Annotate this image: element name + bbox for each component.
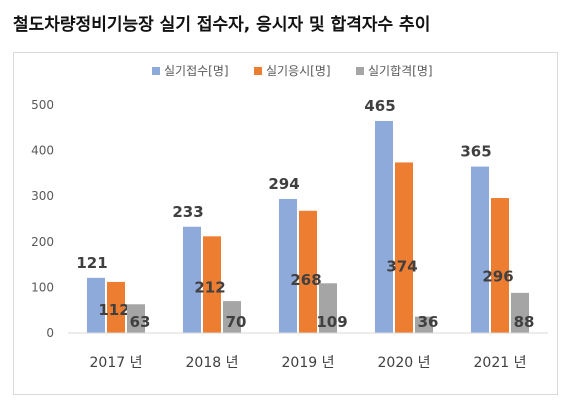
bar bbox=[203, 236, 221, 333]
data-label: 63 bbox=[130, 313, 151, 331]
chart-legend: 실기접수[명] 실기응시[명] 실기합격[명] bbox=[152, 64, 433, 78]
data-label: 70 bbox=[226, 313, 247, 331]
bar bbox=[511, 292, 529, 333]
y-axis: 0 100 200 300 400 500 bbox=[31, 98, 54, 340]
chart-title: 철도차량정비기능장 실기 접수자, 응시자 및 합격자수 추이 bbox=[13, 15, 431, 35]
bar bbox=[87, 277, 105, 333]
data-label: 121 bbox=[76, 254, 107, 272]
bar bbox=[299, 210, 317, 333]
bar bbox=[491, 198, 509, 333]
legend-label: 실기합격[명] bbox=[368, 64, 433, 78]
x-tick-label: 2019 년 bbox=[282, 355, 335, 371]
data-label: 112 bbox=[98, 301, 129, 319]
legend-swatch bbox=[356, 67, 364, 75]
bar bbox=[183, 226, 201, 333]
bar bbox=[319, 283, 337, 333]
y-tick-label: 0 bbox=[46, 326, 54, 340]
data-label: 268 bbox=[290, 271, 321, 289]
legend-swatch bbox=[152, 67, 160, 75]
bar bbox=[107, 281, 125, 333]
y-tick-label: 400 bbox=[31, 144, 54, 158]
bar bbox=[223, 301, 241, 333]
data-label: 233 bbox=[172, 203, 203, 221]
x-axis: 2017 년 2018 년 2019 년 2020 년 2021 년 bbox=[68, 332, 548, 371]
data-label: 36 bbox=[418, 313, 439, 331]
legend-label: 실기접수[명] bbox=[164, 64, 229, 78]
y-tick-label: 100 bbox=[31, 280, 54, 294]
data-label: 212 bbox=[194, 278, 225, 296]
data-label: 374 bbox=[386, 258, 417, 276]
y-tick-label: 500 bbox=[31, 98, 54, 112]
bar bbox=[471, 166, 489, 333]
bar bbox=[375, 120, 393, 334]
legend-swatch bbox=[254, 67, 262, 75]
bar bbox=[415, 316, 433, 333]
legend-label: 실기응시[명] bbox=[266, 64, 331, 78]
y-tick-label: 200 bbox=[31, 235, 54, 249]
x-tick-label: 2018 년 bbox=[186, 355, 239, 371]
bar bbox=[395, 162, 413, 333]
data-label: 465 bbox=[364, 97, 395, 115]
bar bbox=[279, 198, 297, 333]
x-tick-label: 2020 년 bbox=[378, 355, 431, 371]
y-tick-label: 300 bbox=[31, 189, 54, 203]
chart-frame bbox=[13, 52, 558, 395]
x-tick-label: 2021 년 bbox=[474, 355, 527, 371]
data-label: 109 bbox=[316, 313, 347, 331]
data-label: 88 bbox=[514, 313, 535, 331]
data-label: 294 bbox=[268, 175, 299, 193]
data-label: 365 bbox=[460, 143, 491, 161]
x-tick-label: 2017 년 bbox=[90, 355, 143, 371]
data-label: 296 bbox=[482, 268, 513, 286]
bar bbox=[127, 304, 145, 333]
